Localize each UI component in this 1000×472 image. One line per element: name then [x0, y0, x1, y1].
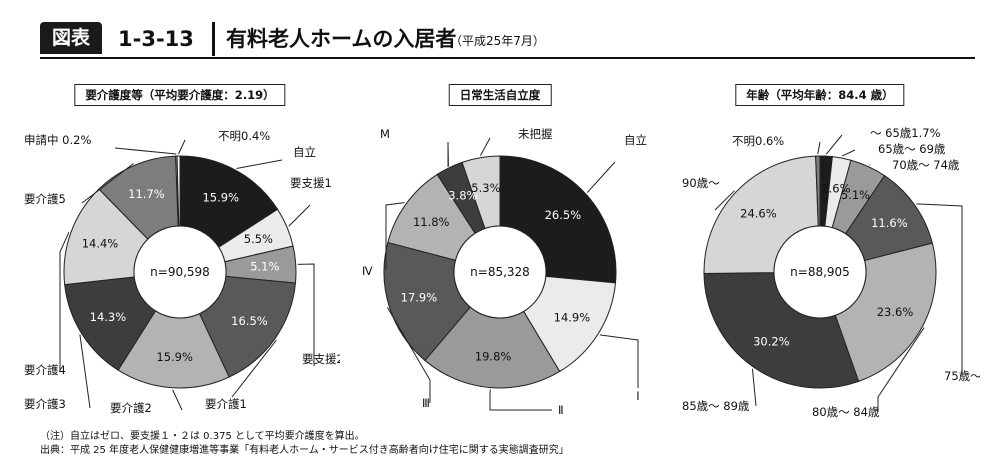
care-level-leader-1 [288, 204, 311, 227]
care-level-center-hole [133, 225, 227, 319]
figure-subtitle: （平成25年7月） [450, 34, 545, 48]
independence-category-label-3: Ⅲ [422, 396, 430, 410]
care-level-category-label-1: 要支援1 [290, 176, 332, 190]
age-value-label-4: 23.6% [877, 305, 914, 319]
independence-category-label-0: 自立 [624, 133, 647, 147]
independence-center-hole [453, 225, 547, 319]
figure-number: 1-3-13 [118, 27, 194, 51]
figure-header: 図表 1-3-13 有料老人ホームの入居者 （平成25年7月） [40, 12, 975, 60]
independence-center-label: n=85,328 [470, 265, 530, 279]
age-leader-0 [825, 134, 843, 155]
independence-category-label-5: M [380, 127, 390, 141]
care-level-center-label: n=90,598 [150, 265, 210, 279]
independence-category-label-4: Ⅳ [362, 264, 373, 278]
independence-value-label-2: 19.8% [475, 350, 512, 364]
care-level-leader-8 [114, 147, 177, 155]
care-level-value-label-5: 14.3% [90, 310, 127, 324]
age-leader-3 [916, 203, 963, 376]
independence-category-label-2: Ⅱ [558, 403, 564, 417]
age-category-label-5: 85歳～ 89歳 [682, 399, 750, 413]
figure-badge: 図表 [40, 22, 103, 54]
age-category-label-6: 90歳～ [682, 176, 720, 190]
independence-donut: n=85,328 26.5% 14.9% 19.8% 17.9% 11.8% 3.8%5.3… [362, 127, 647, 417]
care-level-value-label-3: 16.5% [231, 314, 268, 328]
care-level-category-label-4: 要介護2 [110, 401, 152, 415]
care-level-value-label-7: 11.7% [128, 187, 165, 201]
care-level-value-label-1: 5.5% [244, 232, 273, 246]
independence-leader-6 [480, 137, 491, 156]
independence-leader-4 [385, 202, 405, 270]
age-chart: 年齢（平均年齢：84.4 歳） n=88,905 2.6% 5.1% 11.6% 23.… [660, 70, 980, 420]
independence-leader-1 [599, 334, 639, 388]
source-text: 出典：平成 25 年度老人保健健康増進等事業「有料老人ホーム・サービス付き高齢者… [40, 445, 569, 456]
age-donut: n=88,905 2.6%5.1%11.6% 23.6% 30.2% 24.6% ～ 65… [682, 126, 980, 419]
care-level-leader-3 [231, 339, 277, 398]
independence-value-label-0: 26.5% [545, 208, 582, 222]
care-level-leader-6 [59, 231, 70, 370]
age-category-label-1: 65歳～ 69歳 [878, 142, 946, 156]
age-leader-7 [817, 141, 821, 155]
independence-category-label-1: Ⅰ [636, 389, 639, 403]
care-level-category-label-5: 要介護3 [24, 397, 66, 411]
note-text: （注）自立はゼロ、要支援１・２は 0.375 として平均要介護度を算出。 [40, 431, 365, 442]
care-level-leader-7 [81, 163, 134, 204]
independence-category-label-6: 未把握 [518, 127, 553, 141]
care-level-value-label-0: 15.9% [202, 190, 239, 204]
age-value-label-6: 24.6% [740, 206, 777, 220]
figure-notes: （注）自立はゼロ、要支援１・２は 0.375 として平均要介護度を算出。 出典：… [40, 430, 569, 458]
independence-leader-3 [387, 307, 431, 403]
age-value-label-3: 11.6% [871, 216, 908, 230]
care-level-chart: 要介護度等（平均要介護度：2.19） n=90,598 15.9% 5.5% 5.1%… [20, 70, 340, 420]
care-level-value-label-4: 15.9% [156, 350, 193, 364]
age-category-label-4: 80歳～ 84歳 [812, 405, 880, 419]
care-level-leader-0 [236, 159, 283, 169]
independence-leader-0 [586, 161, 616, 193]
care-level-category-label-9: 不明0.4% [218, 129, 270, 143]
figure-title: 有料老人ホームの入居者 [226, 27, 457, 51]
age-value-label-5: 30.2% [753, 335, 790, 349]
care-level-value-label-2: 5.1% [250, 260, 279, 274]
independence-chart-title: 日常生活自立度 [448, 84, 552, 106]
header-rule [40, 57, 975, 59]
age-leader-5 [751, 368, 757, 407]
care-level-donut: n=90,598 15.9% 5.5% 5.1% 16.5% 15.9% 14.3% 14.4… [24, 129, 340, 415]
independence-value-label-6: 5.3% [471, 181, 500, 195]
care-level-category-label-2: 要支援2 [302, 352, 340, 366]
age-value-label-1: 2.6% [821, 182, 850, 196]
age-chart-title: 年齢（平均年齢：84.4 歳） [735, 84, 905, 106]
care-level-category-label-6: 要介護4 [24, 363, 66, 377]
independence-value-label-1: 14.9% [554, 310, 591, 324]
care-level-category-label-7: 要介護5 [24, 192, 66, 206]
title-divider [212, 22, 215, 56]
age-leader-6 [714, 190, 735, 211]
care-level-category-label-3: 要介護1 [205, 397, 247, 411]
care-level-value-label-6: 14.4% [82, 236, 119, 250]
independence-leader-2 [489, 389, 552, 411]
age-leader-1 [841, 149, 856, 157]
age-category-label-2: 70歳～ 74歳 [892, 158, 960, 172]
care-level-leader-2 [297, 263, 315, 366]
age-category-label-7: 不明0.6% [732, 134, 784, 148]
independence-value-label-5: 3.8% [448, 189, 477, 203]
age-value-label-2: 5.1% [841, 188, 870, 202]
care-level-leader-5 [79, 334, 91, 409]
care-level-category-label-0: 自立 [293, 145, 316, 159]
age-category-label-0: ～ 65歳1.7% [870, 126, 941, 140]
care-level-leader-4 [172, 389, 183, 411]
independence-value-label-4: 11.8% [413, 215, 450, 229]
age-category-label-3: 75歳～ 79歳 [944, 369, 980, 383]
age-center-label: n=88,905 [790, 265, 850, 279]
care-level-leader-9 [178, 139, 186, 155]
age-center-hole [773, 225, 867, 319]
age-leader-4 [877, 327, 925, 412]
care-level-category-label-8: 申請中 0.2% [24, 133, 91, 147]
care-level-chart-title: 要介護度等（平均要介護度：2.19） [74, 84, 286, 106]
independence-value-label-3: 17.9% [401, 291, 438, 305]
independence-chart: 日常生活自立度 n=85,328 26.5% 14.9% 19.8% 17.9% 11.8… [340, 70, 660, 420]
